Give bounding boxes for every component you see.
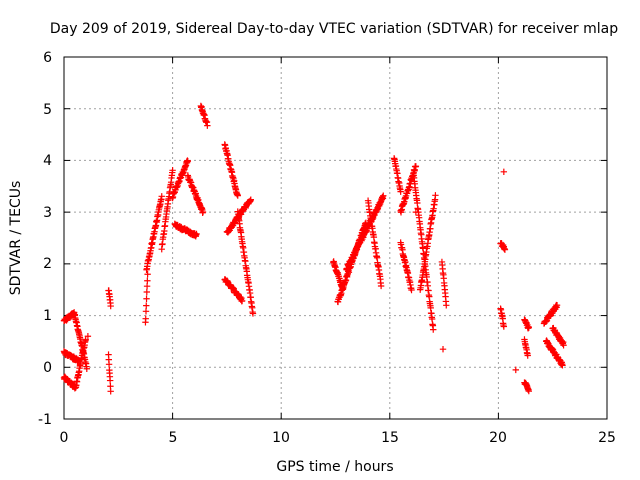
data-point bbox=[525, 324, 533, 331]
data-point bbox=[83, 365, 91, 372]
data-point bbox=[377, 282, 385, 290]
data-point bbox=[414, 199, 421, 207]
data-point bbox=[439, 345, 447, 353]
data-point bbox=[428, 315, 436, 323]
data-point bbox=[501, 246, 509, 253]
x-axis-label: GPS time / hours bbox=[276, 459, 393, 475]
data-point bbox=[142, 315, 149, 322]
data-point bbox=[144, 271, 151, 278]
y-tick-label: 6 bbox=[43, 50, 52, 66]
data-point bbox=[142, 308, 150, 315]
x-tick-label: 25 bbox=[598, 430, 616, 446]
x-tick-label: 0 bbox=[60, 430, 69, 446]
data-point bbox=[84, 333, 92, 340]
data-point bbox=[143, 282, 151, 290]
plot-frame bbox=[63, 56, 608, 420]
data-points bbox=[60, 102, 567, 395]
y-tick-label: 1 bbox=[43, 308, 52, 324]
data-point bbox=[553, 301, 561, 309]
chart-title: Day 209 of 2019, Sidereal Day-to-day VTE… bbox=[50, 21, 618, 37]
x-tick-label: 10 bbox=[272, 430, 290, 446]
y-tick-label: -1 bbox=[38, 412, 52, 428]
grid-lines bbox=[64, 57, 607, 419]
axis-ticks bbox=[63, 56, 608, 420]
y-axis-label: SDTVAR / TECUs bbox=[8, 181, 24, 296]
x-tick-label: 5 bbox=[169, 430, 178, 446]
data-point bbox=[247, 196, 254, 203]
data-point bbox=[559, 362, 566, 369]
data-point bbox=[560, 342, 567, 349]
data-point bbox=[199, 208, 207, 216]
data-point bbox=[143, 295, 150, 302]
data-point bbox=[143, 288, 151, 296]
data-point bbox=[397, 188, 404, 195]
data-point bbox=[234, 192, 241, 199]
x-tick-labels: 0 5 10 15 20 25 bbox=[60, 430, 616, 446]
data-point bbox=[525, 387, 533, 395]
y-tick-label: 4 bbox=[43, 153, 52, 169]
data-point bbox=[432, 192, 439, 199]
data-point bbox=[412, 208, 420, 216]
data-point bbox=[105, 361, 113, 368]
data-point bbox=[144, 277, 151, 284]
y-tick-label: 2 bbox=[43, 256, 52, 272]
data-point bbox=[443, 302, 450, 309]
data-point bbox=[238, 297, 246, 305]
data-point bbox=[82, 336, 89, 343]
data-point bbox=[500, 168, 508, 176]
x-tick-label: 20 bbox=[489, 430, 507, 446]
data-point bbox=[143, 302, 150, 309]
data-point bbox=[204, 122, 211, 129]
data-point bbox=[380, 192, 387, 199]
data-point bbox=[169, 167, 176, 174]
data-point bbox=[512, 366, 519, 374]
y-tick-label: 5 bbox=[43, 102, 52, 118]
data-point bbox=[107, 388, 114, 395]
y-tick-label: 3 bbox=[43, 205, 52, 221]
data-point bbox=[184, 158, 192, 165]
x-tick-label: 15 bbox=[381, 430, 399, 446]
data-point bbox=[106, 377, 114, 384]
data-point bbox=[193, 230, 200, 238]
data-point bbox=[430, 326, 437, 333]
data-point bbox=[524, 352, 531, 359]
data-point bbox=[107, 302, 114, 310]
data-point bbox=[408, 286, 415, 294]
y-tick-labels: -1 0 1 2 3 4 5 6 bbox=[38, 50, 52, 428]
data-point bbox=[249, 310, 257, 317]
data-point bbox=[412, 163, 420, 170]
data-point bbox=[158, 193, 165, 200]
data-point bbox=[500, 323, 508, 330]
y-tick-label: 0 bbox=[43, 360, 52, 376]
